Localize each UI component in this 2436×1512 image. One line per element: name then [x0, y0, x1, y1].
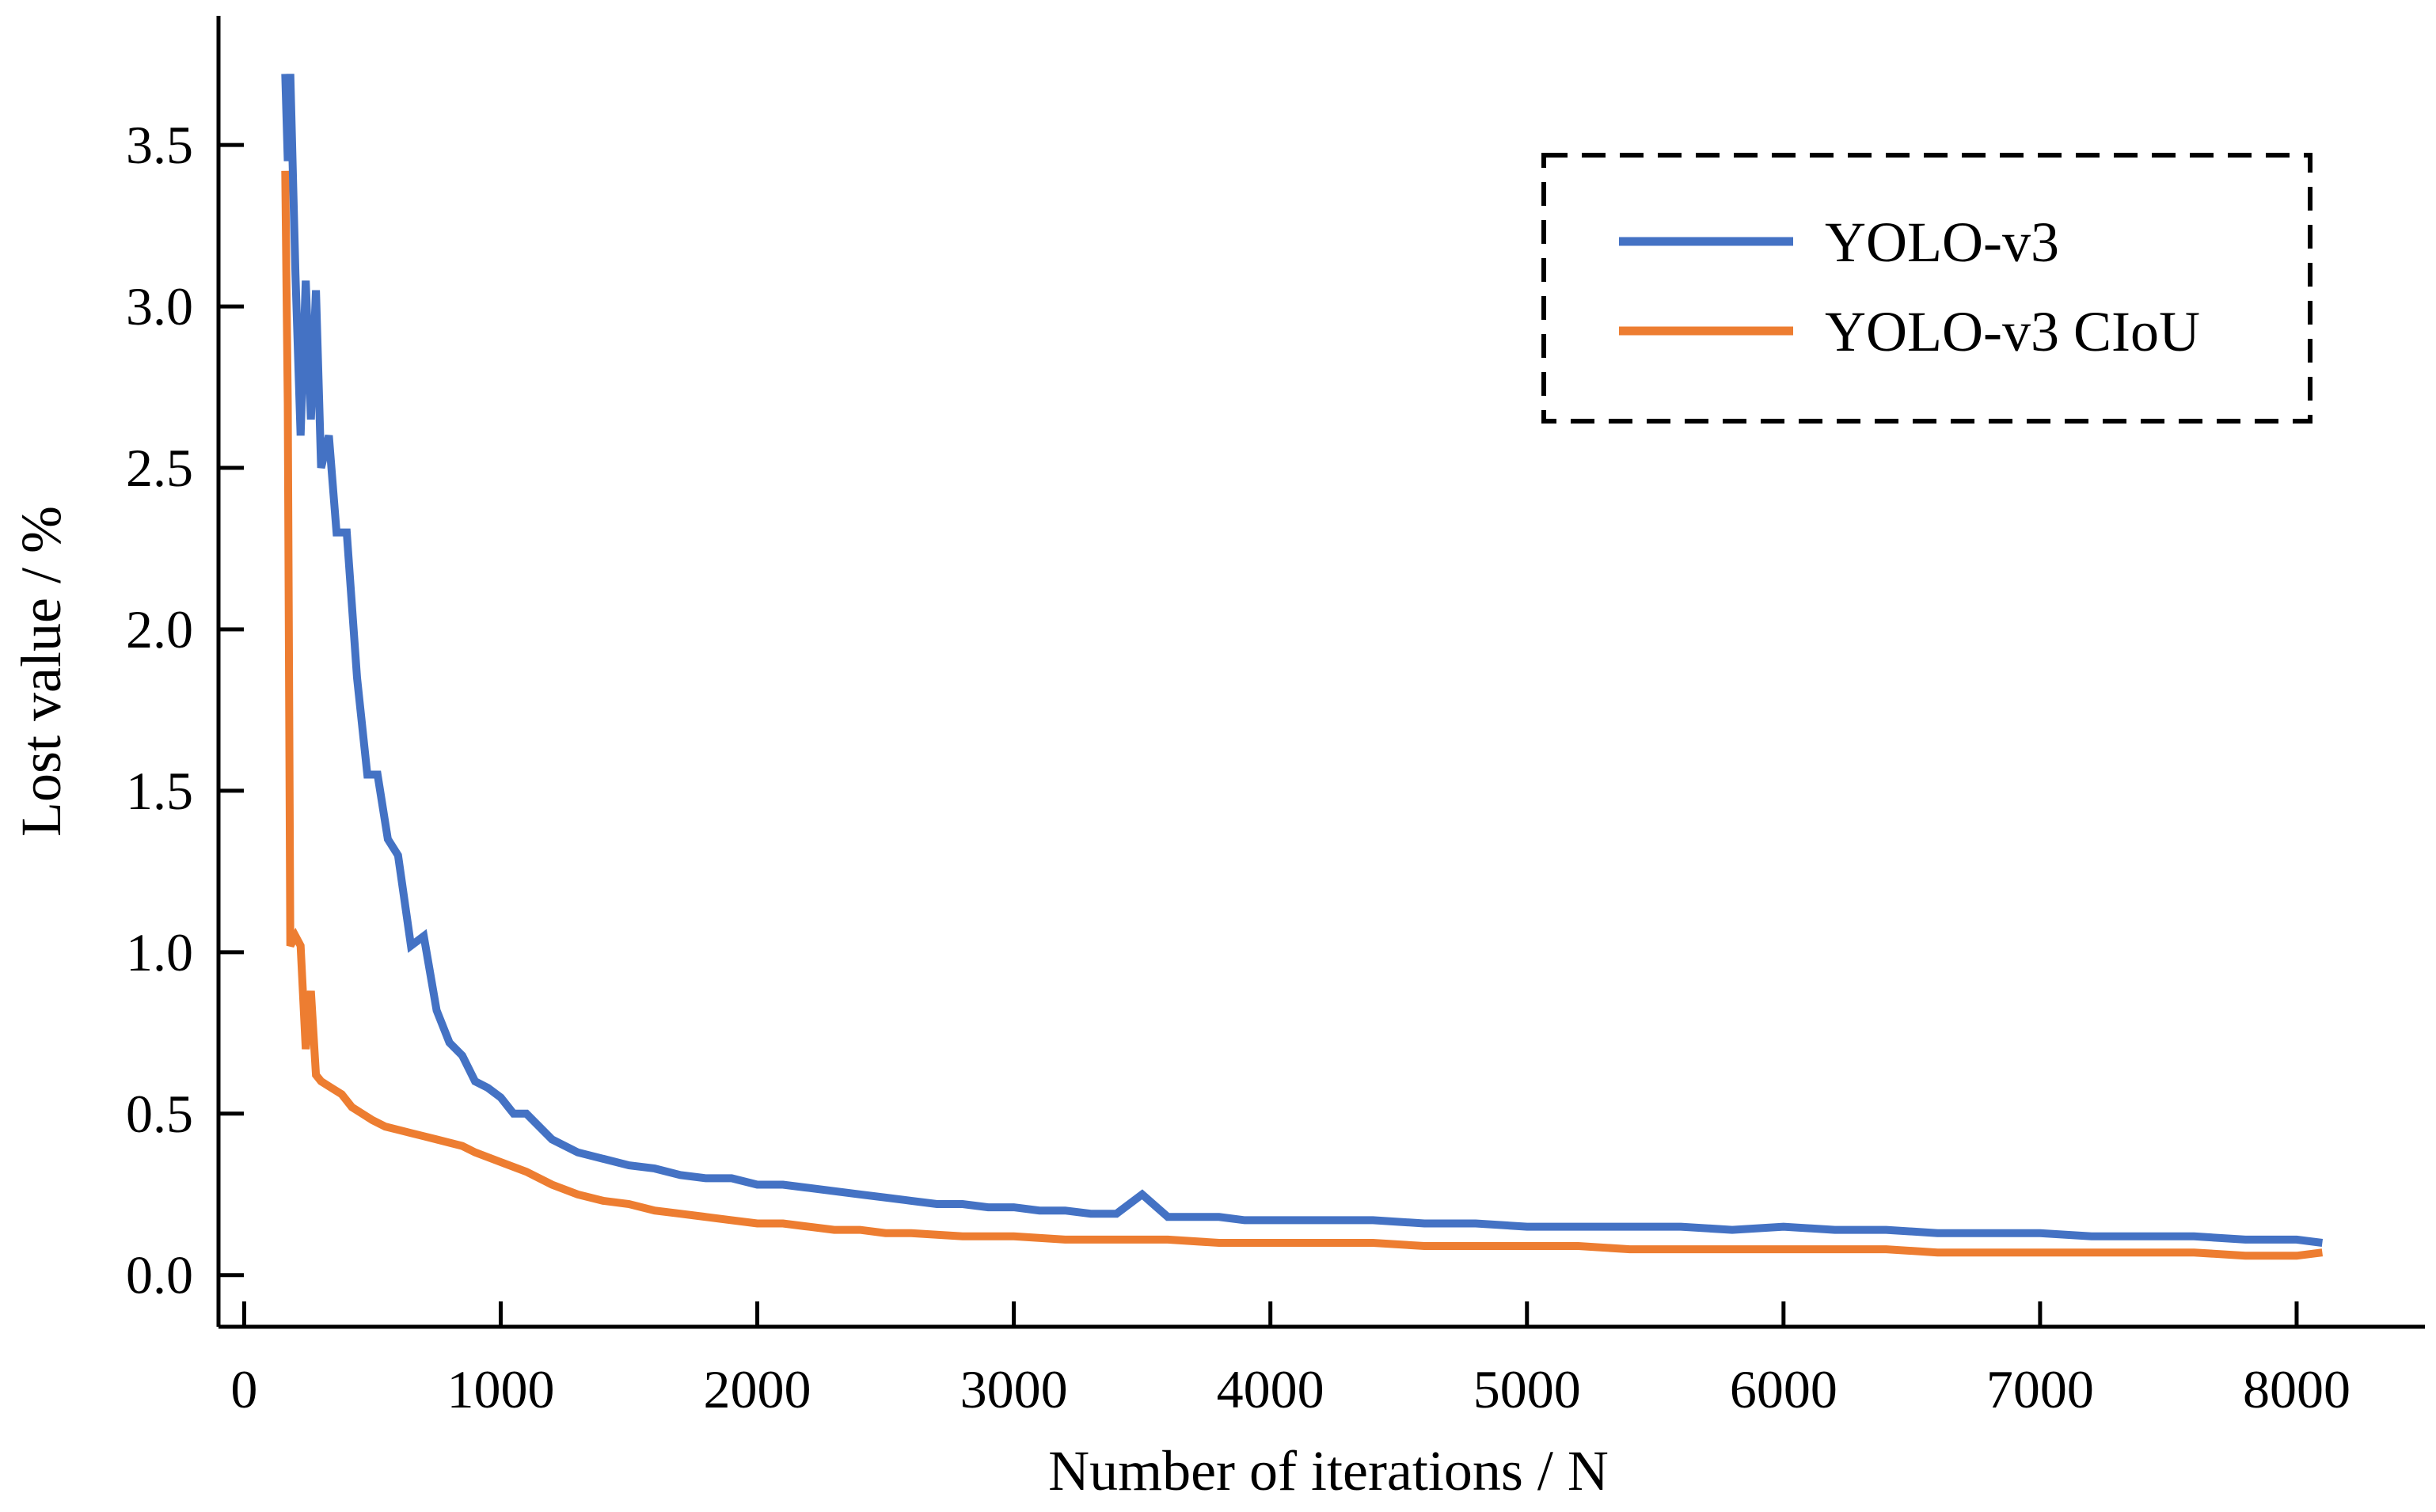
x-tick-label: 3000 — [960, 1359, 1068, 1419]
x-tick-label: 1000 — [447, 1359, 554, 1419]
y-tick-label: 3.5 — [126, 115, 193, 175]
y-tick-label: 2.5 — [126, 438, 193, 498]
y-tick-label: 2.0 — [126, 599, 193, 659]
axes — [216, 16, 2425, 1329]
x-tick-label: 6000 — [1730, 1359, 1837, 1419]
y-ticks: 0.0 0.5 1.0 1.5 2.0 2.5 3.0 3.5 — [126, 115, 244, 1305]
x-ticks: 0 1000 2000 3000 4000 5000 6000 7000 8000 — [230, 1301, 2350, 1419]
y-tick-label: 1.5 — [126, 761, 193, 821]
y-tick-label: 1.0 — [126, 922, 193, 982]
x-tick-label: 4000 — [1217, 1359, 1324, 1419]
x-tick-label: 7000 — [1986, 1359, 2094, 1419]
x-tick-label: 2000 — [704, 1359, 811, 1419]
legend: YOLO-v3 YOLO-v3 CIoU — [1541, 153, 2312, 424]
x-axis-title: Number of iterations / N — [1048, 1439, 1609, 1503]
x-tick-label: 5000 — [1473, 1359, 1581, 1419]
legend-label-yolo-v3-ciou: YOLO-v3 CIoU — [1825, 300, 2200, 363]
legend-frame — [1541, 153, 2312, 424]
series-layer — [281, 74, 2324, 1260]
x-tick-label: 0 — [230, 1359, 257, 1419]
y-tick-label: 0.0 — [126, 1245, 193, 1305]
y-axis-title: Lost value / % — [10, 506, 73, 837]
y-tick-label: 3.0 — [126, 276, 193, 336]
x-tick-label: 8000 — [2243, 1359, 2350, 1419]
legend-label-yolo-v3: YOLO-v3 — [1825, 211, 2059, 274]
series-line-yolo-v3-ciou — [281, 170, 2324, 1260]
series-line-yolo-v3 — [281, 74, 2324, 1247]
y-tick-label: 0.5 — [126, 1084, 193, 1144]
